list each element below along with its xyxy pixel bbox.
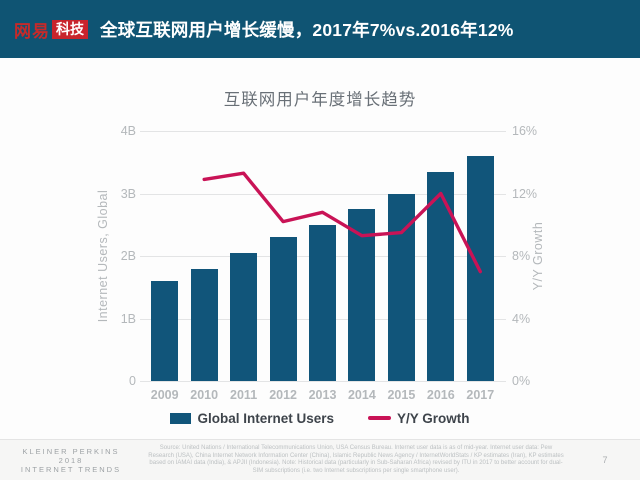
line-series-label: Y/Y Growth <box>397 410 470 426</box>
legend-item-line: Y/Y Growth <box>368 411 470 426</box>
x-axis-label: 2015 <box>387 388 416 402</box>
left-axis-tick: 0 <box>129 374 136 388</box>
bar-2013[interactable] <box>309 224 336 382</box>
left-axis-tick: 4B <box>120 124 136 138</box>
legend-item-bars: Global Internet Users <box>170 411 334 426</box>
left-axis-tick: 3B <box>120 186 136 201</box>
x-axis-label: 2013 <box>308 388 337 402</box>
line-series-swatch <box>368 416 392 420</box>
slide-footer: KLEINER PERKINS 2018 INTERNET TRENDS Sou… <box>0 439 640 480</box>
left-axis-tick: 2B <box>120 249 136 263</box>
article-title: 全球互联网用户增长缓慢，2017年7%vs.2016年12% <box>100 19 514 40</box>
bar-2014[interactable] <box>348 209 376 381</box>
x-axis-label: 2016 <box>426 388 455 402</box>
right-axis-tick: 0% <box>512 374 531 388</box>
logo-brand-text: 网易 <box>14 21 50 41</box>
logo-badge-text: 科技 <box>52 19 88 39</box>
bar-series-swatch <box>170 412 192 424</box>
gridline <box>140 193 506 195</box>
growth-line[interactable] <box>145 131 500 381</box>
x-axis-label: 2014 <box>347 388 376 402</box>
bar-2012[interactable] <box>269 237 297 382</box>
x-axis-label: 2011 <box>230 388 258 402</box>
x-axis-label: 2017 <box>466 388 495 402</box>
gridline <box>140 381 506 382</box>
bar-2011[interactable] <box>230 252 258 381</box>
bar-2009[interactable] <box>151 281 179 381</box>
page-number: 7 <box>602 455 608 465</box>
netease-tech-logo[interactable]: 网易 科技 <box>14 17 88 42</box>
gridline <box>140 131 506 132</box>
x-axis-label: 2009 <box>150 388 179 402</box>
kleiner-perkins-brand: KLEINER PERKINS 2018 INTERNET TRENDS <box>20 446 122 474</box>
bar-series-label: Global Internet Users <box>197 410 335 426</box>
x-axis-label: 2012 <box>269 388 297 402</box>
source-note: Source: United Nations / International T… <box>148 445 564 474</box>
chart-title: 互联网用户年度增长趋势 <box>223 91 417 109</box>
right-axis-tick: 12% <box>512 186 538 201</box>
x-axis-label: 2010 <box>190 388 219 402</box>
right-axis-tick: 4% <box>512 311 531 326</box>
header-bar: 网易 科技 全球互联网用户增长缓慢，2017年7%vs.2016年12% <box>0 0 640 58</box>
bar-2016[interactable] <box>427 171 455 381</box>
right-axis-tick: 8% <box>512 249 531 263</box>
bar-2010[interactable] <box>190 268 218 381</box>
right-axis-tick: 16% <box>512 124 538 138</box>
left-axis-tick: 1B <box>120 311 136 326</box>
chart-legend: Global Internet Users Y/Y Growth <box>0 407 640 429</box>
